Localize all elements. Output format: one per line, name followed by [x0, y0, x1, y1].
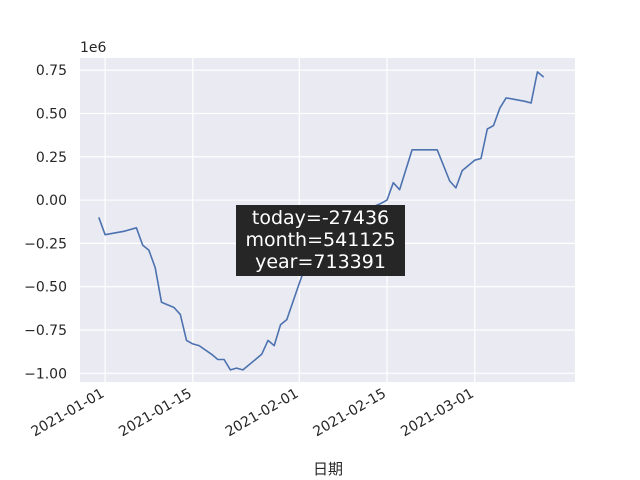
y-tick-label: 0.75: [36, 63, 67, 79]
y-tick-label: 0.50: [36, 106, 67, 122]
x-tick-label: 2021-02-15: [311, 386, 389, 441]
annotation-background: [236, 205, 405, 276]
annotation-line: today=-27436: [252, 207, 389, 229]
y-tick-label: 0.25: [36, 150, 67, 166]
y-tick-label: −0.25: [24, 236, 67, 252]
y-axis-ticks: −1.00 −0.75 −0.50 −0.25 0.00 0.25 0.50 0.75: [24, 63, 67, 382]
x-axis-ticks: 2021-01-01 2021-01-15 2021-02-01 2021-02-15…: [29, 386, 477, 441]
y-tick-label: −1.00: [24, 366, 67, 382]
x-tick-label: 2021-02-01: [223, 386, 301, 441]
y-tick-label: 0.00: [36, 193, 67, 209]
x-tick-label: 2021-01-15: [116, 386, 194, 441]
x-tick-label: 2021-03-01: [398, 386, 476, 441]
y-tick-label: −0.75: [24, 323, 67, 339]
x-axis-label: 日期: [313, 460, 343, 478]
y-tick-label: −0.50: [24, 280, 67, 296]
x-tick-label: 2021-01-01: [29, 386, 107, 441]
annotation-line: year=713391: [255, 251, 386, 273]
y-offset-label: 1e6: [80, 40, 107, 56]
annotation-line: month=541125: [245, 229, 395, 251]
